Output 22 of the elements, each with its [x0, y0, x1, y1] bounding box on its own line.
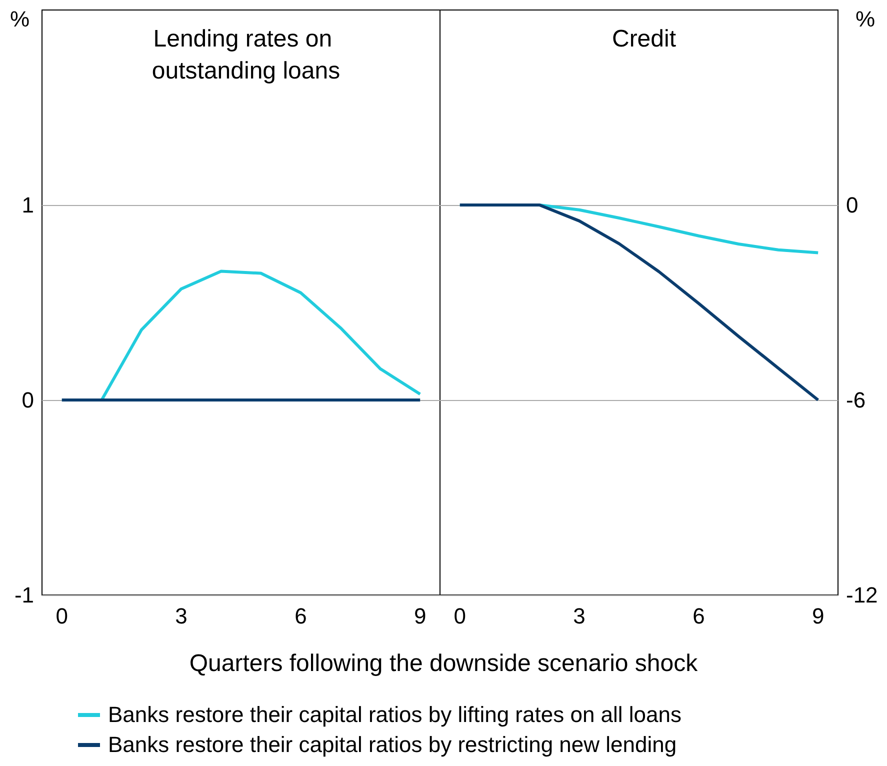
y-tick-label: -6 — [846, 388, 866, 412]
x-tick-label: 0 — [454, 604, 466, 628]
legend-label: Banks restore their capital ratios by restricting new lending — [108, 732, 677, 758]
x-tick-label: 3 — [573, 604, 586, 628]
line-series — [458, 204, 820, 402]
text: Credit — [612, 26, 676, 52]
text: Lending rates on outstanding loans — [152, 26, 340, 84]
y-axis-title: % — [10, 6, 30, 32]
y-axis-title: % — [855, 6, 875, 32]
y-tick-label: 0 — [846, 192, 858, 218]
y-tick-label: -12 — [846, 582, 878, 608]
x-tick-label: 0 — [56, 604, 68, 628]
x-tick-label: 6 — [692, 604, 705, 628]
y-tick-label: -1 — [14, 582, 34, 608]
x-tick-label: 9 — [414, 604, 426, 628]
x-tick-label: 6 — [294, 604, 307, 628]
x-tick-label: 9 — [812, 604, 824, 628]
x-axis-title: Quarters following the downside scenario shock — [188, 650, 699, 678]
x-tick-label: 3 — [175, 604, 188, 628]
legend-label: Banks restore their capital ratios by lifting rates on all loans — [108, 702, 682, 728]
y-tick-label: 0 — [22, 388, 34, 412]
y-tick-label: 1 — [22, 192, 34, 218]
